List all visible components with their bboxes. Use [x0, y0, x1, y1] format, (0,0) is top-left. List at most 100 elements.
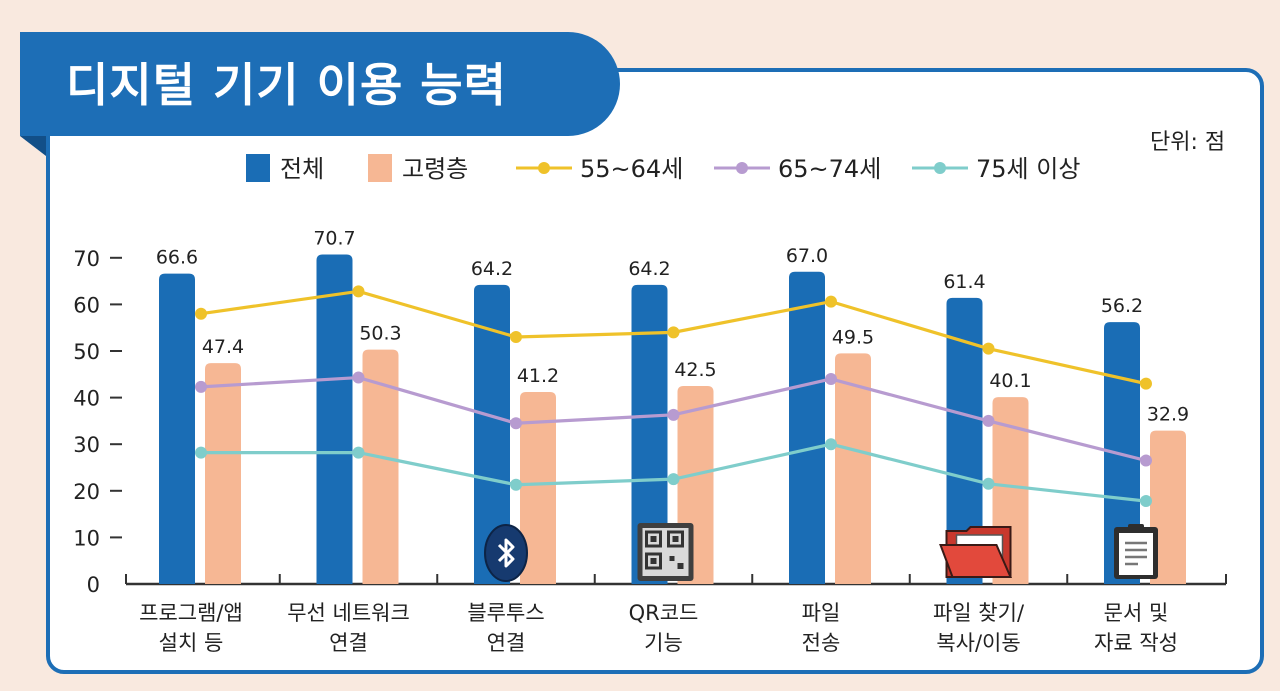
unit-label: 단위: 점 — [1150, 130, 1226, 155]
title-banner — [20, 32, 620, 136]
qr-code-icon — [637, 523, 694, 581]
category-label-0-0: 프로그램/앱 — [139, 601, 243, 625]
series-point-2-4 — [825, 438, 837, 451]
bar-elderly-6 — [1150, 430, 1186, 584]
bar-label-elderly-2: 41.2 — [517, 365, 559, 387]
series-point-1-3 — [667, 408, 680, 421]
legend-label-4: 75세 이상 — [976, 155, 1080, 183]
legend-label-0: 전체 — [280, 155, 324, 183]
bar-label-elderly-0: 47.4 — [202, 336, 244, 358]
series-point-0-3 — [667, 326, 680, 339]
qr-code-icon-finder-1 — [667, 530, 684, 548]
series-point-0-0 — [195, 307, 207, 320]
legend-marker-4 — [934, 162, 946, 174]
folder-icon — [939, 526, 1013, 578]
series-point-1-1 — [352, 371, 365, 384]
bar-total-5 — [946, 297, 983, 584]
category-label-4-0: 파일 — [802, 601, 841, 625]
legend-swatch-0 — [246, 154, 270, 182]
series-point-2-0 — [195, 446, 207, 459]
qr-code-icon-dot-0 — [650, 536, 657, 542]
bar-label-elderly-6: 32.9 — [1147, 404, 1189, 426]
bar-label-elderly-3: 42.5 — [674, 359, 716, 381]
y-tick-label: 10 — [73, 526, 100, 550]
bar-label-total-2: 64.2 — [471, 258, 513, 280]
y-tick-label: 70 — [73, 247, 100, 271]
category-label-3-1: 기능 — [644, 631, 683, 655]
y-tick-label: 40 — [73, 387, 100, 411]
qr-code-icon-finder-0 — [645, 530, 662, 548]
title-banner-fold — [20, 136, 46, 156]
series-point-1-2 — [510, 417, 522, 430]
category-label-4-1: 전송 — [802, 631, 841, 655]
series-point-0-1 — [352, 285, 365, 298]
bar-elderly-2 — [520, 392, 556, 584]
category-label-1-1: 연결 — [329, 631, 368, 655]
bar-label-total-4: 67.0 — [786, 245, 828, 267]
folder-icon-front — [939, 544, 1013, 578]
series-point-1-0 — [195, 380, 207, 393]
legend-label-2: 55~64세 — [580, 155, 683, 183]
legend-swatch-1 — [368, 154, 392, 182]
series-point-2-6 — [1140, 495, 1152, 508]
category-label-1-0: 무선 네트워크 — [287, 601, 410, 625]
chart-title: 디지털 기기 이용 능력 — [66, 58, 507, 112]
document-icon-clip — [1128, 524, 1144, 531]
series-point-2-3 — [667, 473, 680, 486]
bar-label-total-1: 70.7 — [313, 228, 355, 250]
y-tick-label: 50 — [73, 340, 100, 364]
category-label-6-0: 문서 및 — [1104, 601, 1169, 625]
document-icon-paper — [1119, 533, 1153, 575]
category-label-2-1: 연결 — [487, 631, 526, 655]
legend-label-3: 65~74세 — [778, 155, 881, 183]
category-label-6-1: 자료 작성 — [1094, 631, 1178, 655]
legend-marker-3 — [736, 162, 748, 174]
bar-total-3 — [631, 284, 668, 584]
series-point-1-5 — [982, 414, 995, 427]
category-label-2-0: 블루투스 — [467, 601, 544, 625]
y-tick-label: 0 — [87, 573, 100, 597]
bar-label-total-0: 66.6 — [156, 247, 198, 269]
y-tick-label: 20 — [73, 480, 100, 504]
qr-code-icon-finder-2 — [645, 552, 662, 570]
legend: 전체 고령층 55~64세 65~74세 75세 이상 — [246, 154, 1080, 183]
bar-label-total-5: 61.4 — [943, 271, 985, 293]
bar-label-elderly-4: 49.5 — [832, 326, 874, 348]
bluetooth-icon-glyph — [497, 538, 515, 568]
document-icon — [1114, 524, 1158, 579]
qr-code-icon-bit — [677, 563, 684, 569]
bar-total-0 — [159, 273, 195, 584]
series-point-2-1 — [352, 446, 365, 459]
legend-label-1: 고령층 — [402, 155, 468, 183]
series-point-1-6 — [1140, 454, 1152, 467]
y-tick-label: 60 — [73, 293, 100, 317]
series-point-0-2 — [510, 331, 522, 344]
bar-label-elderly-1: 50.3 — [359, 323, 401, 345]
qr-code-icon-bit — [669, 556, 675, 561]
series-point-2-5 — [982, 477, 995, 490]
series-point-2-2 — [510, 478, 522, 491]
qr-code-icon-dot-2 — [650, 558, 657, 564]
category-label-5-1: 복사/이동 — [936, 631, 1020, 655]
series-point-0-6 — [1140, 377, 1152, 390]
legend-marker-2 — [538, 162, 550, 174]
series-point-1-4 — [825, 372, 837, 385]
qr-code-icon-dot-1 — [672, 536, 679, 542]
bar-total-4 — [789, 271, 825, 584]
series-point-0-4 — [825, 295, 837, 308]
bar-total-1 — [316, 254, 353, 584]
bar-elderly-0 — [205, 363, 241, 584]
category-label-3-0: QR코드 — [629, 601, 699, 625]
bar-label-total-3: 64.2 — [628, 258, 670, 280]
y-tick-label: 30 — [73, 433, 100, 457]
bluetooth-icon — [484, 524, 528, 582]
bar-elderly-4 — [835, 353, 871, 584]
bar-total-2 — [474, 284, 510, 584]
category-label-5-0: 파일 찾기/ — [933, 601, 1025, 625]
bar-label-total-6: 56.2 — [1101, 295, 1143, 317]
series-point-0-5 — [982, 342, 995, 355]
bar-label-elderly-5: 40.1 — [989, 370, 1031, 392]
category-label-0-1: 설치 등 — [159, 631, 224, 655]
